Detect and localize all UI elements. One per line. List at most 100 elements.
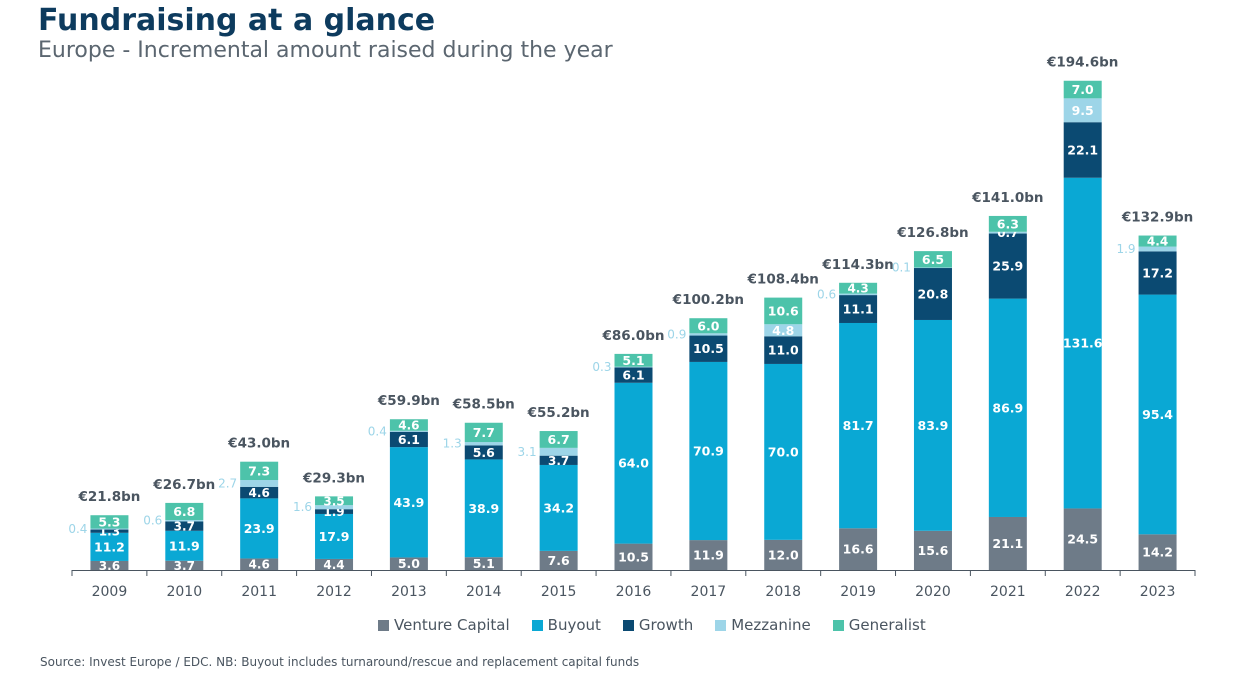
- bar-segment-generalist-2018: [764, 297, 803, 325]
- chart-title: Fundraising at a glance: [38, 3, 436, 38]
- bar-segment-generalist-2015: [539, 431, 578, 448]
- bar-segment-growth-2011: [240, 486, 279, 499]
- segment-label-growth: 5.6: [473, 445, 495, 460]
- bar-segment-venture-capital-2014: [464, 557, 503, 570]
- bar-segment-venture-capital-2022: [1063, 508, 1102, 570]
- bar-segment-mezzanine-2012: [315, 505, 354, 510]
- bar-segment-venture-capital-2013: [389, 557, 428, 570]
- bar-segment-mezzanine-2016: [614, 366, 653, 368]
- chart-subtitle: Europe - Incremental amount raised durin…: [38, 38, 613, 63]
- segment-label-buyout: 11.2: [94, 539, 125, 554]
- segment-label-venture-capital: 5.0: [398, 556, 420, 571]
- x-tick-label: 2009: [92, 584, 128, 600]
- bar-segment-generalist-2013: [389, 419, 428, 431]
- segment-label-generalist: 7.0: [1072, 82, 1094, 97]
- segment-label-buyout: 81.7: [843, 418, 874, 433]
- segment-label-growth: 25.9: [992, 259, 1023, 274]
- segment-label-generalist: 7.3: [248, 463, 270, 478]
- segment-label-mezzanine: 0.9: [667, 327, 686, 341]
- x-tick-label: 2022: [1065, 584, 1101, 600]
- segment-label-generalist: 6.5: [922, 252, 944, 267]
- bar-segment-venture-capital-2015: [539, 550, 578, 570]
- legend-swatch-venture-capital: [378, 619, 389, 631]
- bar-segment-growth-2016: [614, 367, 653, 383]
- total-label: €59.9bn: [377, 393, 440, 409]
- bar-segment-buyout-2018: [764, 363, 803, 540]
- source-note: Source: Invest Europe / EDC. NB: Buyout …: [40, 655, 640, 669]
- x-tick-label: 2019: [840, 584, 876, 600]
- bar-segment-growth-2014: [464, 445, 503, 460]
- bar-segment-mezzanine-2021: [988, 231, 1027, 234]
- total-label: €55.2bn: [527, 405, 590, 421]
- segment-label-growth: 4.6: [249, 486, 270, 500]
- legend-item-generalist: Generalist: [832, 616, 926, 634]
- segment-label-buyout: 70.0: [768, 444, 799, 459]
- total-label: €26.7bn: [152, 477, 215, 493]
- total-label: €86.0bn: [602, 328, 665, 344]
- segment-label-buyout: 23.9: [244, 521, 275, 536]
- bar-segment-growth-2013: [389, 431, 428, 448]
- segment-label-venture-capital: 11.9: [693, 548, 724, 563]
- bar-segment-buyout-2014: [464, 459, 503, 558]
- bar-segment-growth-2020: [913, 267, 952, 320]
- bar-segment-mezzanine-2020: [913, 267, 952, 269]
- segment-label-venture-capital: 3.7: [174, 559, 195, 573]
- segment-label-mezzanine: 0.3: [592, 360, 611, 374]
- bar-segment-buyout-2010: [165, 530, 204, 561]
- bar-segment-buyout-2020: [913, 319, 952, 531]
- segment-label-growth: 17.2: [1142, 265, 1173, 280]
- bar-segment-buyout-2019: [839, 322, 878, 529]
- segment-label-buyout: 86.9: [992, 400, 1023, 415]
- bar-segment-venture-capital-2021: [988, 516, 1027, 570]
- total-label: €141.0bn: [971, 190, 1043, 206]
- bar-segment-mezzanine-2009: [90, 528, 129, 530]
- bar-segment-buyout-2022: [1063, 177, 1102, 509]
- bar-segment-venture-capital-2019: [839, 528, 878, 570]
- bar-segment-venture-capital-2012: [315, 558, 354, 570]
- bar-segment-venture-capital-2010: [165, 560, 204, 570]
- x-tick-label: 2021: [990, 584, 1026, 600]
- bar-segment-generalist-2023: [1138, 235, 1177, 247]
- x-tick-label: 2017: [691, 584, 727, 600]
- bar-segment-buyout-2011: [240, 498, 279, 559]
- segment-label-generalist: 5.3: [98, 514, 120, 529]
- segment-label-venture-capital: 14.2: [1142, 545, 1173, 560]
- legend-item-buyout: Buyout: [531, 616, 601, 634]
- bar-segment-mezzanine-2010: [165, 519, 204, 522]
- bar-segment-generalist-2020: [913, 251, 952, 268]
- bar-segment-mezzanine-2014: [464, 442, 503, 446]
- segment-label-growth: 10.5: [693, 341, 724, 356]
- segment-label-generalist: 7.7: [473, 425, 495, 440]
- bar-segment-buyout-2023: [1138, 294, 1177, 535]
- total-label: €43.0bn: [227, 436, 290, 452]
- segment-label-mezzanine: 4.8: [772, 323, 794, 338]
- bar-segment-growth-2018: [764, 336, 803, 364]
- segment-label-venture-capital: 3.6: [99, 559, 120, 573]
- bar-segment-growth-2015: [539, 455, 578, 465]
- x-tick-label: 2010: [166, 584, 202, 600]
- legend-label: Generalist: [848, 616, 926, 634]
- segment-label-growth: 20.8: [918, 286, 949, 301]
- segment-label-generalist: 3.5: [323, 494, 344, 508]
- segment-label-mezzanine: 2.7: [218, 476, 237, 490]
- segment-label-mezzanine: 0.4: [368, 424, 387, 438]
- bar-segment-growth-2022: [1063, 122, 1102, 178]
- segment-label-buyout: 70.9: [693, 444, 724, 459]
- segment-label-generalist: 6.3: [997, 216, 1019, 231]
- bar-segment-generalist-2019: [839, 282, 878, 294]
- segment-label-growth: 11.1: [843, 302, 874, 317]
- bar-segment-growth-2009: [90, 529, 129, 533]
- segment-label-buyout: 95.4: [1142, 407, 1173, 422]
- bar-segment-generalist-2022: [1063, 80, 1102, 99]
- bar-segment-buyout-2012: [315, 513, 354, 559]
- x-tick-label: 2018: [765, 584, 801, 600]
- legend-label: Growth: [638, 616, 694, 634]
- x-tick-label: 2016: [616, 584, 652, 600]
- segment-label-buyout: 43.9: [393, 495, 424, 510]
- segment-label-venture-capital: 12.0: [768, 547, 799, 562]
- bar-segment-venture-capital-2020: [913, 530, 952, 570]
- segment-label-growth: 3.7: [174, 520, 195, 534]
- bar-segment-buyout-2009: [90, 532, 129, 561]
- segment-label-generalist: 5.1: [622, 353, 644, 368]
- segment-label-generalist: 6.7: [548, 432, 570, 447]
